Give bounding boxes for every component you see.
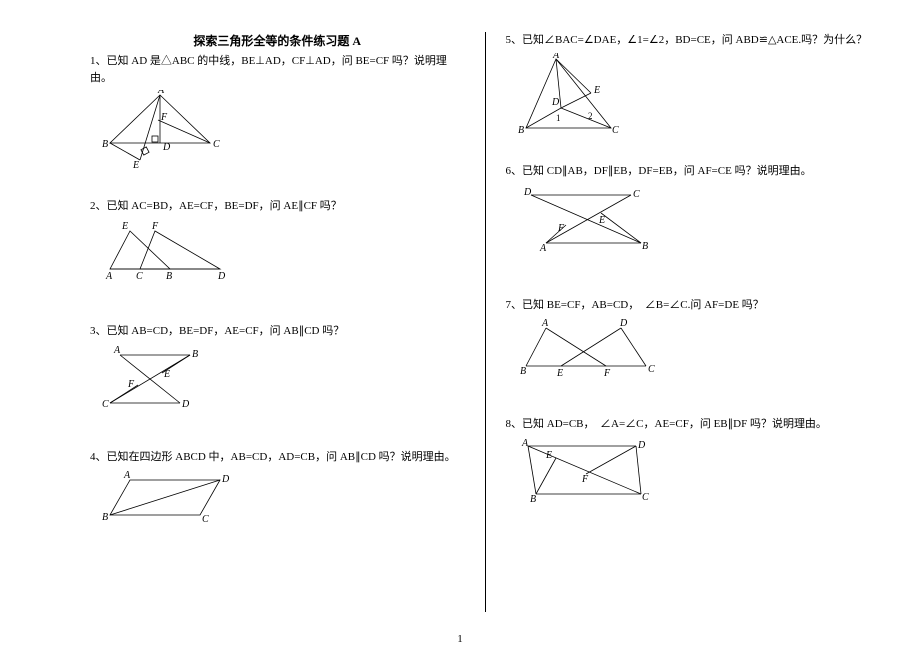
svg-text:B: B: [520, 366, 526, 377]
svg-text:D: D: [221, 474, 230, 485]
problem-5: 5、已知∠BAC=∠DAE，∠1=∠2，BD=CE，问 ABD≌△ACE.吗？为…: [506, 32, 881, 139]
svg-text:D: D: [523, 187, 532, 198]
problem-2: 2、已知 AC=BD，AE=CF，BE=DF，问 AE∥CF 吗？ A C B …: [90, 198, 465, 281]
p4-text: 已知在四边形 ABCD 中，AB=CD，AD=CB，问 AB∥CD 吗？说明理由…: [107, 451, 456, 463]
svg-text:B: B: [102, 139, 108, 150]
svg-text:B: B: [192, 349, 198, 360]
p7-text: 已知 BE=CF，AB=CD， ∠B=∠C.问 AF=DE 吗？: [522, 299, 764, 311]
p3-text: 已知 AB=CD，BE=DF，AE=CF，问 AB∥CD 吗？: [107, 325, 345, 337]
svg-text:C: C: [648, 364, 655, 375]
p1-text: 已知 AD 是△ABC 的中线，BE⊥AD，CF⊥AD，问 BE=CF 吗？说明…: [90, 55, 447, 84]
svg-text:E: E: [132, 160, 139, 171]
svg-text:A: A: [105, 271, 113, 281]
svg-text:A: A: [541, 318, 549, 329]
svg-text:C: C: [136, 271, 143, 281]
svg-text:F: F: [581, 474, 589, 485]
p6-text: 已知 CD∥AB，DF∥EB，DF=EB，问 AF=CE 吗？说明理由。: [522, 165, 812, 177]
svg-text:D: D: [551, 97, 560, 108]
svg-text:F: F: [151, 221, 159, 232]
p5-num: 5、: [506, 34, 523, 46]
problem-1: 1、已知 AD 是△ABC 的中线，BE⊥AD，CF⊥AD，问 BE=CF 吗？…: [90, 53, 465, 172]
svg-text:A: A: [113, 345, 121, 356]
figure-6: D C A B E F: [516, 183, 881, 255]
svg-text:F: F: [603, 368, 611, 378]
svg-text:E: E: [593, 85, 600, 96]
svg-text:1: 1: [556, 113, 561, 123]
svg-text:A: A: [552, 53, 560, 61]
svg-text:E: E: [598, 215, 605, 226]
worksheet-title: 探索三角形全等的条件练习题 A: [90, 32, 465, 49]
figure-7: A D B E F C: [516, 318, 881, 378]
svg-text:E: E: [545, 450, 552, 461]
svg-text:E: E: [163, 369, 170, 380]
svg-text:C: C: [642, 492, 649, 503]
figure-4: A D B C: [100, 470, 465, 524]
problem-4: 4、已知在四边形 ABCD 中，AB=CD，AD=CB，问 AB∥CD 吗？说明…: [90, 449, 465, 524]
figure-5: A B C D E 1 2: [516, 53, 881, 139]
figure-2: A C B D E F: [100, 219, 465, 281]
p5-text: 已知∠BAC=∠DAE，∠1=∠2，BD=CE，问 ABD≌△ACE.吗？为什么…: [522, 34, 867, 46]
p8-num: 8、: [506, 418, 523, 430]
p7-num: 7、: [506, 299, 523, 311]
p2-text: 已知 AC=BD，AE=CF，BE=DF，问 AE∥CF 吗？: [107, 200, 342, 212]
svg-text:E: E: [556, 368, 563, 378]
p3-num: 3、: [90, 325, 107, 337]
svg-text:B: B: [518, 125, 524, 136]
p8-text: 已知 AD=CB， ∠A=∠C，AE=CF，问 EB∥DF 吗？说明理由。: [522, 418, 827, 430]
figure-3: A B C D E F: [100, 343, 465, 415]
figure-8: A D B C E F: [516, 436, 881, 506]
svg-text:C: C: [202, 514, 209, 524]
p6-num: 6、: [506, 165, 523, 177]
svg-text:F: F: [557, 223, 565, 234]
problem-3: 3、已知 AB=CD，BE=DF，AE=CF，问 AB∥CD 吗？ A B C …: [90, 323, 465, 416]
p2-num: 2、: [90, 200, 107, 212]
svg-text:C: C: [612, 125, 619, 136]
svg-text:A: A: [123, 470, 131, 481]
p1-num: 1、: [90, 55, 107, 67]
page-number: 1: [457, 633, 463, 645]
svg-text:F: F: [160, 112, 168, 123]
problem-6: 6、已知 CD∥AB，DF∥EB，DF=EB，问 AF=CE 吗？说明理由。 D…: [506, 163, 881, 256]
svg-text:C: C: [213, 139, 220, 150]
svg-text:B: B: [102, 512, 108, 523]
svg-text:A: A: [539, 243, 547, 254]
svg-text:D: D: [217, 271, 226, 281]
p4-num: 4、: [90, 451, 107, 463]
svg-text:F: F: [127, 379, 135, 390]
svg-text:D: D: [637, 440, 646, 451]
svg-text:D: D: [162, 142, 171, 153]
problem-7: 7、已知 BE=CF，AB=CD， ∠B=∠C.问 AF=DE 吗？ A D B…: [506, 297, 881, 378]
problem-8: 8、已知 AD=CB， ∠A=∠C，AE=CF，问 EB∥DF 吗？说明理由。 …: [506, 416, 881, 507]
svg-text:E: E: [121, 221, 128, 232]
svg-text:2: 2: [588, 111, 593, 121]
svg-text:B: B: [530, 494, 536, 505]
svg-text:A: A: [157, 90, 165, 96]
svg-text:D: D: [619, 318, 628, 329]
svg-text:D: D: [181, 399, 190, 410]
svg-text:C: C: [102, 399, 109, 410]
svg-text:B: B: [166, 271, 172, 281]
svg-text:B: B: [642, 241, 648, 252]
figure-1: A B C D E F: [100, 90, 465, 172]
svg-text:C: C: [633, 189, 640, 200]
svg-text:A: A: [521, 438, 529, 449]
